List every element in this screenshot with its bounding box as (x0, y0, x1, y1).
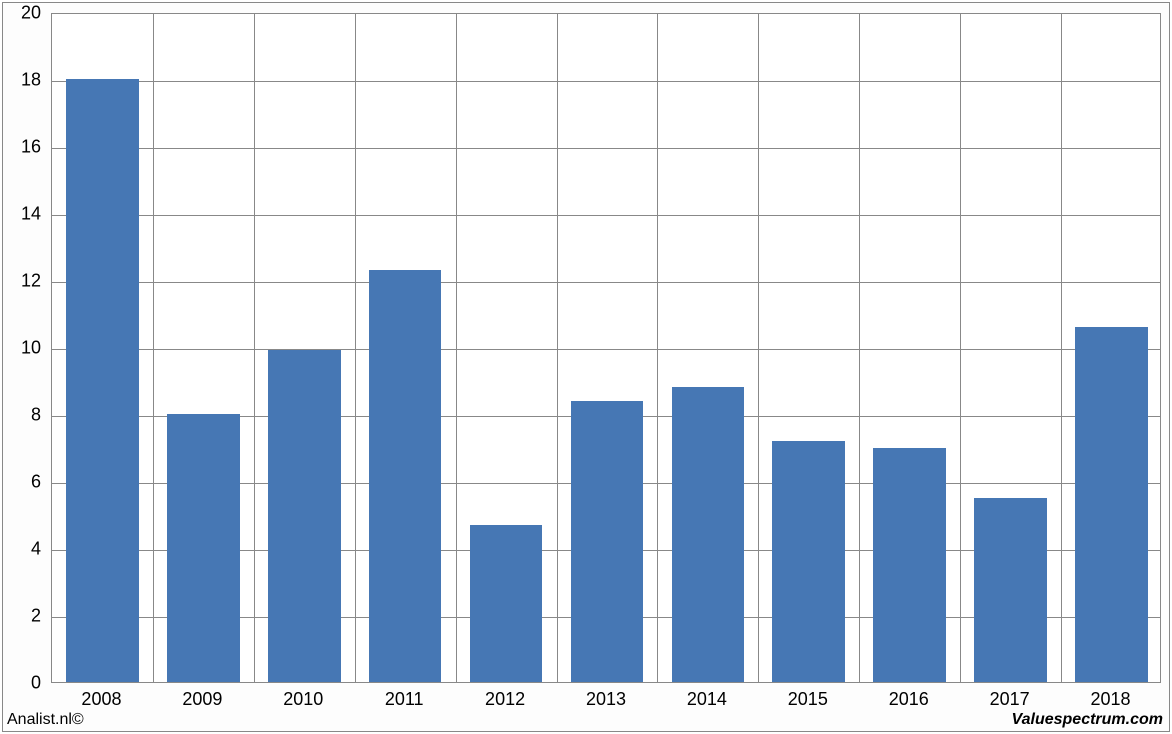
gridline-v (557, 14, 558, 682)
footer-left: Analist.nl© (7, 711, 84, 729)
footer-right: Valuespectrum.com (1012, 711, 1163, 729)
bar (1075, 327, 1148, 682)
bar (974, 498, 1047, 682)
bar (470, 525, 543, 682)
y-tick-label: 4 (1, 539, 41, 560)
gridline-v (1061, 14, 1062, 682)
x-tick-label: 2016 (889, 689, 929, 710)
bar (369, 270, 442, 682)
plot-area (51, 13, 1161, 683)
x-tick-label: 2015 (788, 689, 828, 710)
bar (571, 401, 644, 682)
gridline-v (960, 14, 961, 682)
gridline-v (153, 14, 154, 682)
x-tick-label: 2009 (182, 689, 222, 710)
y-tick-label: 18 (1, 70, 41, 91)
gridline-v (859, 14, 860, 682)
gridline-v (355, 14, 356, 682)
y-tick-label: 2 (1, 606, 41, 627)
y-tick-label: 8 (1, 405, 41, 426)
x-tick-label: 2008 (81, 689, 121, 710)
x-tick-label: 2011 (385, 689, 424, 710)
x-tick-label: 2017 (990, 689, 1030, 710)
y-tick-label: 0 (1, 673, 41, 694)
gridline-h (52, 282, 1160, 283)
gridline-h (52, 215, 1160, 216)
y-tick-label: 6 (1, 472, 41, 493)
gridline-h (52, 81, 1160, 82)
gridline-v (758, 14, 759, 682)
bar (268, 350, 341, 682)
x-tick-label: 2013 (586, 689, 626, 710)
bar (873, 448, 946, 683)
x-tick-label: 2014 (687, 689, 727, 710)
bar (672, 387, 745, 682)
x-tick-label: 2012 (485, 689, 525, 710)
bar (772, 441, 845, 682)
bar (167, 414, 240, 682)
y-tick-label: 12 (1, 271, 41, 292)
gridline-v (657, 14, 658, 682)
chart-frame: 0 2 4 6 8 10 12 14 16 18 20 2008 2009 2010 2011 2012 20… (2, 2, 1170, 732)
y-tick-label: 16 (1, 137, 41, 158)
x-tick-label: 2018 (1091, 689, 1131, 710)
x-tick-label: 2010 (283, 689, 323, 710)
y-tick-label: 10 (1, 338, 41, 359)
y-tick-label: 20 (1, 3, 41, 24)
gridline-v (254, 14, 255, 682)
gridline-v (456, 14, 457, 682)
bar (66, 79, 139, 682)
gridline-h (52, 148, 1160, 149)
gridline-h (52, 349, 1160, 350)
y-tick-label: 14 (1, 204, 41, 225)
